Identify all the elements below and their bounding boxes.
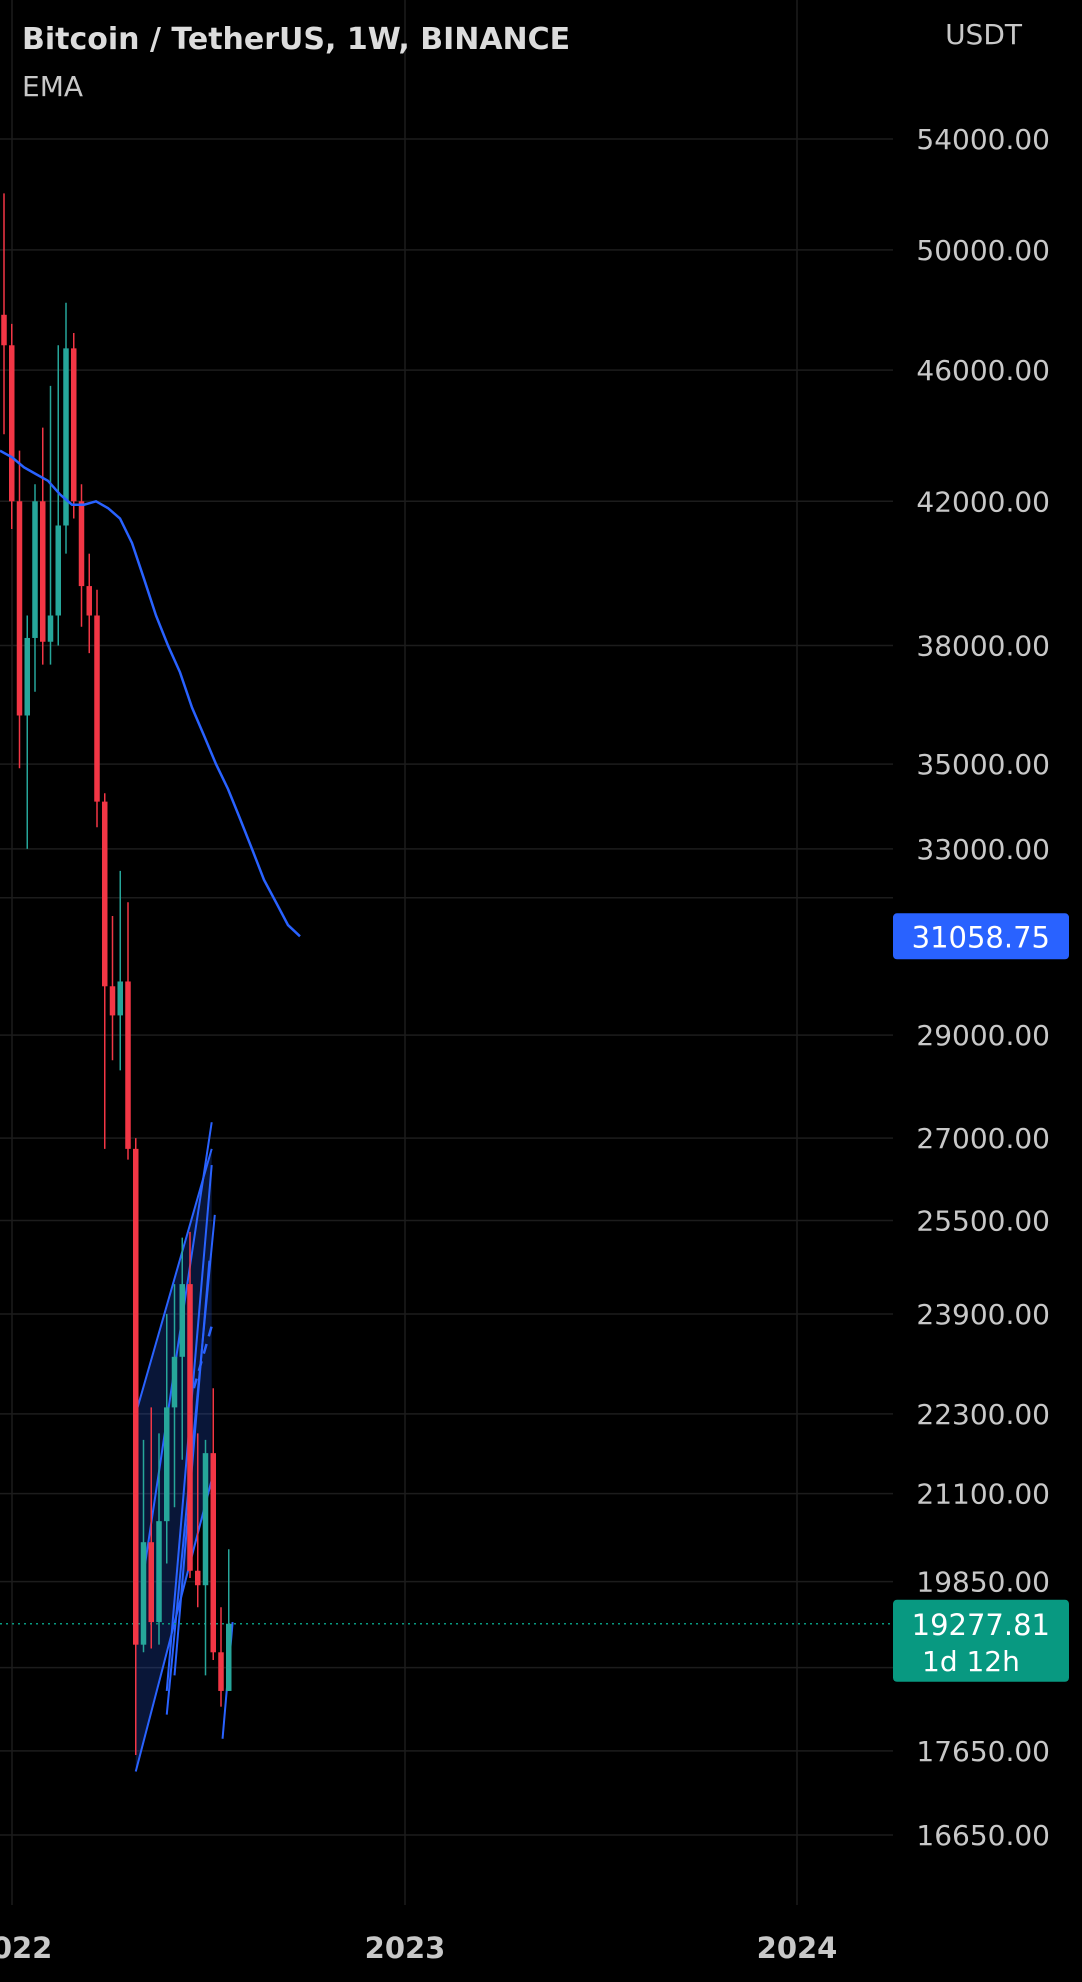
price-axis[interactable]: 54000.00 50000.00 46000.00 42000.00 38000.00… [916, 123, 1050, 1852]
y-tick-label: 33000.00 [916, 833, 1050, 866]
candle [16, 450, 23, 769]
y-tick-label: 35000.00 [916, 748, 1050, 781]
candle [171, 1284, 178, 1508]
candle-body [171, 1356, 178, 1408]
y-tick-label: 27000.00 [916, 1122, 1050, 1155]
candle-body [55, 525, 61, 616]
candle-body [109, 986, 116, 1016]
x-tick-label: 2023 [365, 1931, 446, 1965]
candle [102, 793, 108, 1149]
y-tick-label: 17650.00 [916, 1735, 1050, 1768]
candle-body [210, 1453, 216, 1653]
candle [133, 1138, 139, 1756]
y-tick-label: 38000.00 [916, 630, 1050, 663]
candle-body [71, 348, 77, 502]
candle [9, 323, 15, 529]
candle [202, 1439, 209, 1676]
ema-price-label-bg [893, 913, 1069, 960]
last-price-label-bg [893, 1599, 1069, 1682]
currency-label: USDT [945, 18, 1022, 51]
y-tick-label: 25500.00 [916, 1205, 1050, 1238]
y-tick-label: 50000.00 [916, 234, 1050, 267]
candle [179, 1237, 185, 1460]
candle [156, 1433, 162, 1645]
y-tick-label: 22300.00 [916, 1398, 1050, 1431]
y-tick-label: 16650.00 [916, 1819, 1050, 1852]
candle-body [94, 615, 100, 802]
trend-line [134, 1148, 213, 1415]
candle [78, 484, 85, 627]
y-tick-label: 23900.00 [916, 1298, 1050, 1331]
candle [40, 427, 46, 665]
trend-line [142, 1122, 213, 1575]
candle-body [140, 1542, 147, 1645]
candle [24, 615, 30, 849]
ema-series [0, 449, 301, 938]
candle-body [47, 615, 54, 642]
candle [195, 1433, 201, 1608]
ema-line [0, 449, 301, 938]
candle [94, 589, 100, 828]
x-tick-label: 2024 [757, 1931, 838, 1965]
candle-body [16, 501, 23, 716]
candle [47, 385, 54, 665]
indicator-label[interactable]: EMA [22, 70, 84, 103]
pattern-fill [135, 1148, 212, 1772]
candle [187, 1231, 193, 1578]
candle-body [125, 981, 131, 1149]
y-tick-label: 54000.00 [916, 123, 1050, 156]
y-tick-label: 19850.00 [916, 1566, 1050, 1599]
candle [164, 1313, 170, 1564]
candle [218, 1607, 224, 1707]
candle-body [202, 1453, 209, 1586]
candle [109, 915, 116, 1061]
grid-lines [0, 0, 893, 1905]
candle-body [24, 637, 30, 716]
x-tick-label: 2022 [0, 1931, 52, 1965]
bar-countdown-label: 1d 12h [922, 1645, 1020, 1678]
candle-body [179, 1284, 185, 1357]
y-tick-label: 29000.00 [916, 1019, 1050, 1052]
candle-body [226, 1623, 232, 1691]
candle-body [102, 801, 108, 987]
candle-body [195, 1570, 201, 1586]
candle-body [117, 981, 123, 1016]
candle [125, 902, 131, 1160]
candle [148, 1407, 154, 1649]
y-tick-label: 21100.00 [916, 1478, 1050, 1511]
last-price-label: 19277.81 [912, 1608, 1050, 1642]
candle [71, 333, 77, 519]
candle-body [164, 1407, 170, 1522]
y-tick-label: 42000.00 [916, 485, 1050, 518]
candle [210, 1388, 216, 1660]
candle [55, 345, 61, 646]
candle-body [133, 1148, 139, 1645]
candle [1, 193, 7, 435]
candle-body [63, 348, 69, 526]
candlestick-series [1, 193, 232, 1756]
candle-body [218, 1652, 224, 1691]
candle [32, 484, 38, 692]
candle-body [78, 501, 85, 587]
candle-body [9, 345, 15, 502]
time-axis[interactable]: 2022 2023 2024 [0, 1931, 837, 1965]
ema-price-label: 31058.75 [912, 920, 1050, 954]
candle [117, 870, 123, 1071]
candle-body [156, 1521, 162, 1623]
candle-body [86, 586, 92, 616]
candle [140, 1439, 147, 1653]
candle-body [1, 314, 7, 346]
candle-body [187, 1284, 193, 1571]
candle [86, 553, 92, 654]
y-tick-label: 46000.00 [916, 354, 1050, 387]
candle-body [148, 1542, 154, 1623]
candle [63, 302, 69, 554]
symbol-title[interactable]: Bitcoin / TetherUS, 1W, BINANCE [22, 22, 571, 57]
candle [226, 1549, 232, 1691]
candle-body [40, 501, 46, 642]
trend-line [134, 1479, 213, 1772]
candle-body [32, 501, 38, 638]
